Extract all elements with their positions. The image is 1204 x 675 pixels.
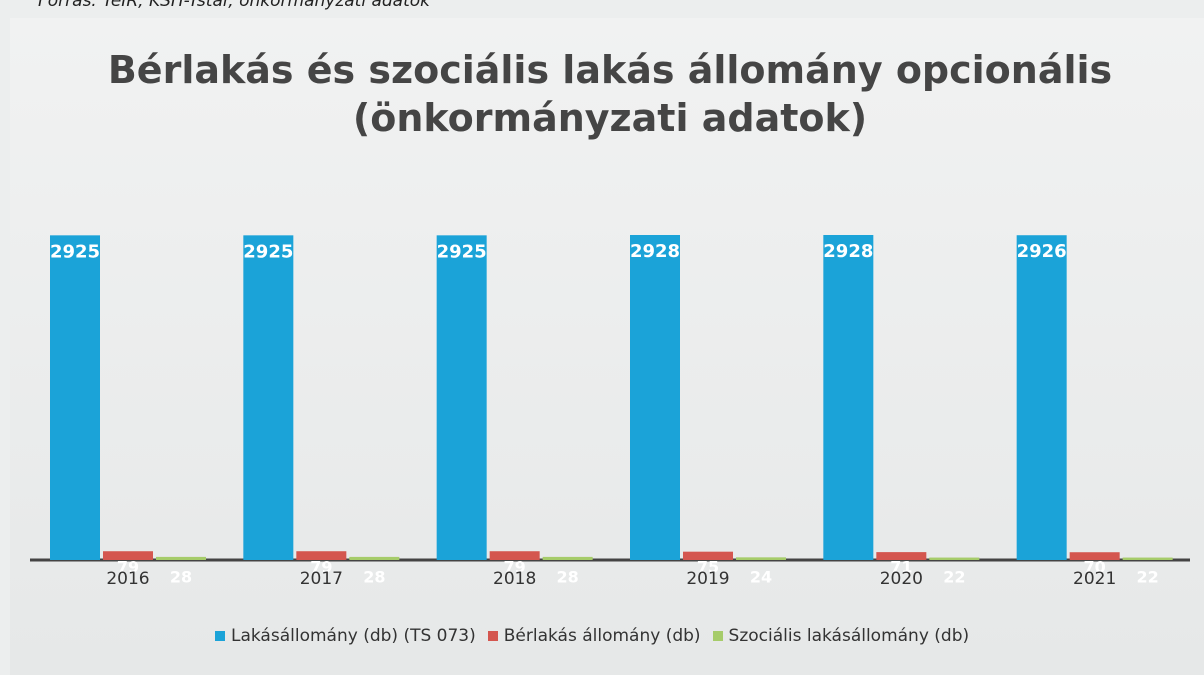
data-label: 79 <box>117 558 139 577</box>
x-tick-label: 2019 <box>686 569 729 589</box>
data-label: 2925 <box>437 241 487 262</box>
legend-item: Bérlakás állomány (db) <box>487 626 701 646</box>
legend-swatch <box>487 631 498 641</box>
bar <box>630 235 680 560</box>
bar <box>1016 235 1067 561</box>
data-label: 24 <box>750 568 772 587</box>
bar <box>1122 557 1173 560</box>
bar <box>683 551 733 560</box>
bar <box>50 235 100 560</box>
legend-item: Lakásállomány (db) (TS 073) <box>215 626 476 646</box>
bar <box>823 235 874 560</box>
legend-item: Szociális lakásállomány (db) <box>712 626 970 646</box>
data-label: 22 <box>1137 568 1159 587</box>
data-label: 79 <box>310 558 332 577</box>
bar <box>243 235 294 560</box>
legend-label: Szociális lakásállomány (db) <box>728 626 970 646</box>
bar <box>103 551 153 560</box>
bar <box>542 556 593 560</box>
x-tick-label: 2016 <box>106 569 149 589</box>
bar <box>876 552 927 560</box>
bar <box>156 556 206 560</box>
data-label: 28 <box>363 568 385 587</box>
x-tick-label: 2021 <box>1073 569 1116 589</box>
bar <box>436 235 487 560</box>
legend-label: Lakásállomány (db) (TS 073) <box>231 626 476 646</box>
legend: Lakásállomány (db) (TS 073) Bérlakás állo… <box>215 624 1035 648</box>
data-label: 2925 <box>243 241 293 262</box>
data-label: 2926 <box>1017 241 1067 262</box>
data-label: 28 <box>557 568 579 587</box>
source-note: Forrás: TeIR, KSH-Tstar, önkormányzati a… <box>38 0 430 11</box>
data-label: 75 <box>697 558 719 577</box>
bar <box>349 556 400 560</box>
bar <box>489 551 540 560</box>
data-label: 22 <box>943 568 965 587</box>
chart-panel <box>10 18 1204 675</box>
legend-label: Bérlakás állomány (db) <box>503 626 701 646</box>
bar <box>1069 552 1120 560</box>
data-label: 2925 <box>50 241 100 262</box>
data-label: 2928 <box>630 241 680 262</box>
data-label: 79 <box>504 558 526 577</box>
bar <box>929 557 980 560</box>
bar <box>736 557 786 560</box>
x-tick-label: 2017 <box>300 569 343 589</box>
x-tick-label: 2020 <box>880 569 923 589</box>
data-label: 71 <box>890 558 912 577</box>
data-label: 70 <box>1084 558 1106 577</box>
data-label: 28 <box>170 568 192 587</box>
legend-swatch <box>712 631 723 641</box>
data-label: 2928 <box>823 241 873 262</box>
x-tick-label: 2018 <box>493 569 536 589</box>
legend-swatch <box>215 631 225 641</box>
chart-title: Bérlakás és szociális lakás állomány opc… <box>107 48 1113 140</box>
bar <box>296 551 347 560</box>
